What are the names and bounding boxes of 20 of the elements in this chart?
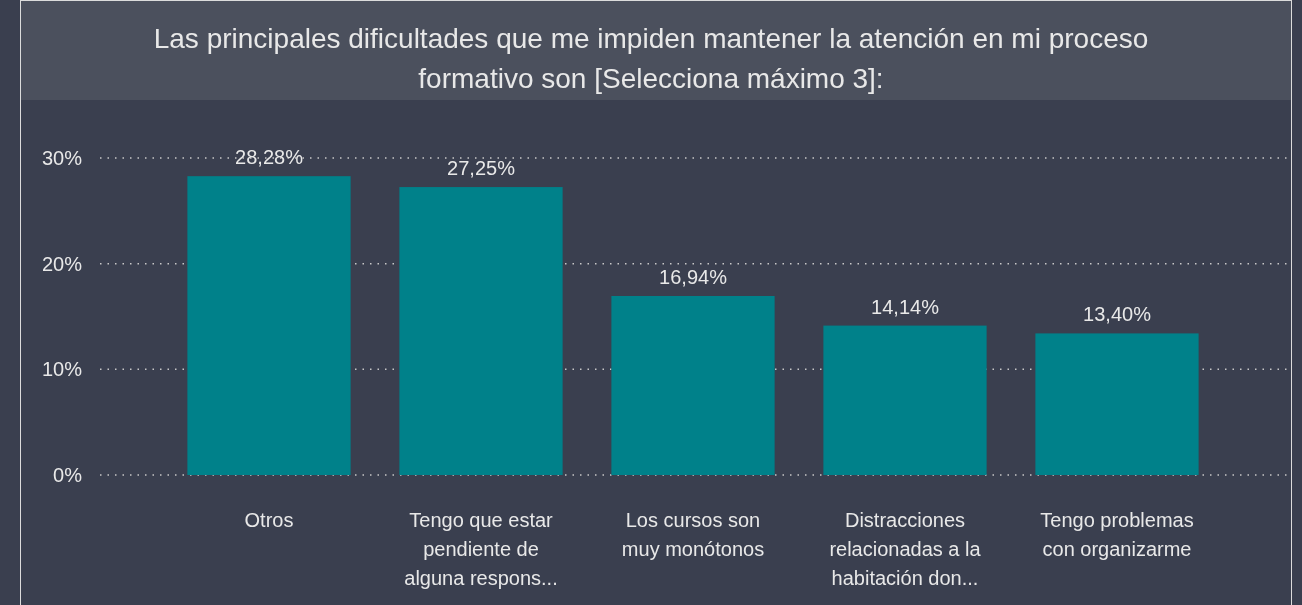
data-label: 27,25%	[447, 157, 516, 180]
data-label: 14,14%	[871, 295, 940, 318]
y-tick-label: 30%	[41, 147, 83, 169]
data-label: 16,94%	[659, 266, 728, 288]
bar	[187, 176, 351, 475]
x-tick-label: Distracciones relacionadas a la habitación don...	[829, 509, 982, 589]
bar	[1035, 333, 1199, 475]
bar	[611, 296, 775, 475]
y-tick-label: 20%	[41, 252, 83, 275]
x-tick-label: Otros	[244, 509, 294, 531]
chart-title: Las principales dificultades que me impiden mantener la atención en mi proceso formativo son [Selecciona máximo 3]:	[153, 23, 1149, 94]
x-tick-label: Tengo problemas con organizarme	[1040, 509, 1194, 560]
bar	[823, 325, 987, 475]
bar	[399, 187, 563, 475]
x-tick-label: Tengo que estar pendiente de alguna respons...	[404, 509, 558, 589]
y-tick-label: 0%	[53, 464, 83, 486]
data-label: 28,28%	[235, 146, 304, 169]
data-label: 13,40%	[1083, 303, 1152, 326]
x-tick-label: Los cursos son muy monótonos	[621, 509, 765, 560]
y-tick-label: 10%	[41, 358, 83, 381]
